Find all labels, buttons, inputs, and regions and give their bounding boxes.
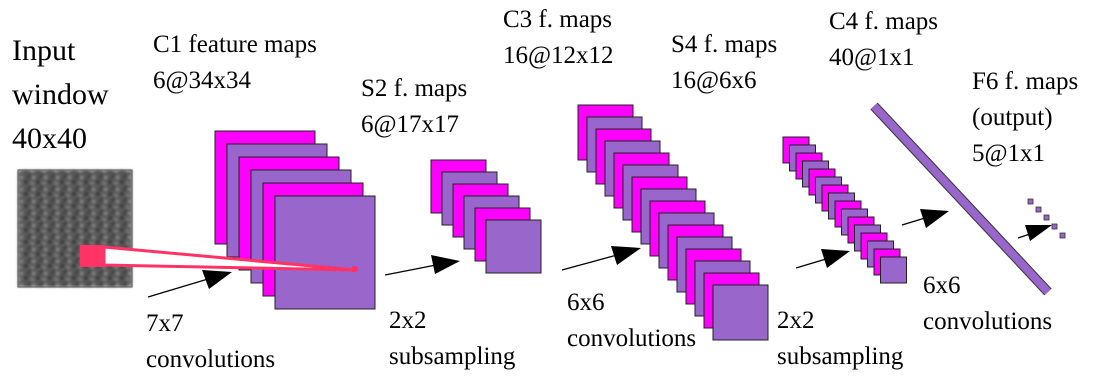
op2-label: 2x2 subsampling xyxy=(389,303,515,375)
f6-output-unit xyxy=(1027,198,1034,205)
c4-feature-map-bar-fill xyxy=(871,103,1051,295)
s4-label-line2: 16@6x6 xyxy=(671,67,757,94)
op4-label-line2: subsampling xyxy=(777,343,904,370)
c4-label-line2: 40@1x1 xyxy=(829,44,915,71)
c1-feature-map xyxy=(274,195,376,310)
op3-label-line2: convolutions xyxy=(567,325,697,352)
input-receptive-field xyxy=(80,245,104,267)
c3-label: C3 f. maps 16@12x12 xyxy=(503,2,614,74)
op4-label: 2x2 subsampling xyxy=(777,303,903,375)
c4-label: C4 f. maps 40@1x1 xyxy=(829,4,938,76)
c1-target-unit xyxy=(352,266,358,272)
c1-feature-map-stack xyxy=(214,130,376,310)
c4-label-line1: C4 f. maps xyxy=(829,8,939,35)
s4-label-line1: S4 f. maps xyxy=(671,31,778,58)
op3-label: 6x6 convolutions xyxy=(567,285,696,357)
f6-output-unit xyxy=(1059,232,1066,239)
op1-label-line2: convolutions xyxy=(146,346,276,373)
input-image xyxy=(17,169,133,288)
f6-label-line1: F6 f. maps xyxy=(972,68,1079,95)
c3-label-line2: 16@12x12 xyxy=(503,42,614,69)
f6-output-unit xyxy=(1043,214,1050,221)
f6-output-unit xyxy=(1051,223,1058,230)
arrow-icon xyxy=(147,270,232,298)
c1-label-line1: C1 feature maps xyxy=(153,31,317,58)
input-window-label: Input window 40x40 xyxy=(12,29,109,161)
op1-label-line1: 7x7 xyxy=(146,310,184,337)
op2-label-line1: 2x2 xyxy=(389,307,427,334)
operation-arrows xyxy=(147,209,1052,298)
arrow-icon xyxy=(795,249,850,269)
f6-label: F6 f. maps (output) 5@1x1 xyxy=(972,64,1078,172)
arrow-icon xyxy=(901,209,949,228)
c1-label: C1 feature maps 6@34x34 xyxy=(153,27,317,99)
c1-label-line2: 6@34x34 xyxy=(153,67,252,94)
f6-output-units xyxy=(1027,198,1066,239)
c3-feature-map-stack xyxy=(577,104,769,341)
s2-label-line2: 6@17x17 xyxy=(361,111,460,138)
s2-feature-map-stack xyxy=(430,159,542,274)
arrow-icon xyxy=(1017,225,1052,241)
receptive-field-projection xyxy=(102,245,357,272)
arrow-icon xyxy=(384,255,460,276)
c3-label-line1: C3 f. maps xyxy=(503,6,613,33)
input-label-line: 40x40 xyxy=(12,122,87,155)
op5-label: 6x6 convolutions xyxy=(923,268,1052,340)
s2-label: S2 f. maps 6@17x17 xyxy=(361,71,467,143)
op5-label-line2: convolutions xyxy=(923,308,1053,335)
op3-label-line1: 6x6 xyxy=(567,289,605,316)
s2-label-line1: S2 f. maps xyxy=(361,75,468,102)
f6-label-line2: (output) xyxy=(972,104,1053,131)
op5-label-line1: 6x6 xyxy=(923,272,961,299)
input-label-line: Input xyxy=(12,34,76,67)
input-label-line: window xyxy=(12,78,109,111)
c3-feature-map xyxy=(712,284,769,341)
arrow-icon xyxy=(561,246,641,271)
s4-label: S4 f. maps 16@6x6 xyxy=(671,27,777,99)
op2-label-line2: subsampling xyxy=(389,343,516,370)
s2-feature-map xyxy=(485,219,542,274)
f6-label-line3: 5@1x1 xyxy=(972,140,1046,167)
s4-feature-map-stack xyxy=(782,136,907,284)
f6-output-unit xyxy=(1035,206,1042,213)
op1-label: 7x7 convolutions xyxy=(146,306,275,378)
op4-label-line1: 2x2 xyxy=(777,307,815,334)
s4-feature-map xyxy=(880,256,907,284)
